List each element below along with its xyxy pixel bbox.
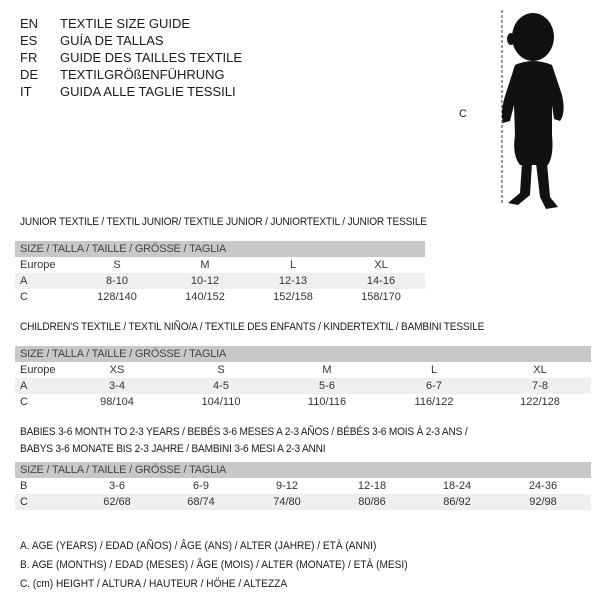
lang-code: ES [20,33,38,48]
table-cell: XL [374,259,388,271]
lang-title: GUÍA DE TALLAS [60,33,164,48]
row-label: Europe [20,259,56,271]
row-label: B [20,480,28,492]
table-cell: 6-7 [426,380,442,392]
row-label: A [20,275,28,287]
legend-item: A. AGE (YEARS) / EDAD (AÑOS) / ÂGE (ANS)… [20,540,377,552]
table-cell: M [322,364,332,376]
table-cell: 92/98 [529,496,557,508]
table-cell: S [113,259,121,271]
row-label: C [20,291,28,303]
table-cell: 12-13 [278,275,308,287]
table-cell: 4-5 [213,380,229,392]
lang-code: DE [20,67,39,82]
table-cell: XL [533,364,547,376]
row-label: A [20,380,28,392]
legend-item: B. AGE (MONTHS) / EDAD (MESES) / ÂGE (MO… [20,559,408,571]
table-row: C 62/68 68/74 74/80 80/86 86/92 92/98 [15,494,591,510]
table-cell: 140/152 [185,291,225,303]
table-header: SIZE / TALLA / TAILLE / GRÖSSE / TAGLIA [15,241,425,257]
table-row: C 128/140 140/152 152/158 158/170 [15,289,425,305]
table-cell: 68/74 [187,496,215,508]
legend: A. AGE (YEARS) / EDAD (AÑOS) / ÂGE (ANS)… [20,537,408,594]
language-titles: EN TEXTILE SIZE GUIDE ES GUÍA DE TALLAS FR… [0,15,300,105]
table-cell: 14-16 [366,275,396,287]
babies-size-table: SIZE / TALLA / TAILLE / GRÖSSE / TAGLIA … [15,462,591,510]
table-cell: 86/92 [443,496,471,508]
table-row: Europe XS S M L XL [15,362,591,378]
table-cell: 158/170 [361,291,401,303]
table-cell: 110/116 [307,396,347,408]
table-cell: 5-6 [319,380,335,392]
row-label: Europe [20,364,56,376]
lang-title: GUIDA ALLE TAGLIE TESSILI [60,84,236,99]
table-cell: L [289,259,297,271]
child-silhouette-image [501,10,564,209]
table-header: SIZE / TALLA / TAILLE / GRÖSSE / TAGLIA [15,462,591,478]
table-row: B 3-6 6-9 9-12 12-18 18-24 24-36 [15,478,591,494]
babies-section-title-line2: BABYS 3-6 MONATE BIS 2-3 JAHRE / BAMBINI… [20,443,326,455]
junior-size-table: SIZE / TALLA / TAILLE / GRÖSSE / TAGLIA … [15,241,425,305]
table-cell: 12-18 [357,480,387,492]
table-cell: XS [109,364,125,376]
table-cell: 24-36 [528,480,558,492]
table-cell: 6-9 [193,480,209,492]
lang-title: TEXTILE SIZE GUIDE [60,16,191,31]
lang-code: EN [20,16,39,31]
table-cell: 9-12 [275,480,299,492]
table-row: Europe S M L XL [15,257,425,273]
table-row: C 98/104 104/110 110/116 116/122 122/128 [15,394,591,410]
table-cell: 62/68 [103,496,131,508]
table-cell: 18-24 [442,480,472,492]
table-header: SIZE / TALLA / TAILLE / GRÖSSE / TAGLIA [15,346,591,362]
lang-title: TEXTILGRÖßENFÜHRUNG [60,67,225,82]
table-cell: 80/86 [358,496,386,508]
lang-title: GUIDE DES TAILLES TEXTILE [60,50,243,65]
table-cell: 3-6 [109,480,125,492]
table-cell: 116/122 [414,396,454,408]
table-cell: S [217,364,225,376]
table-cell: 3-4 [109,380,125,392]
table-cell: L [430,364,438,376]
row-label: C [20,496,28,508]
junior-section-title: JUNIOR TEXTILE / TEXTIL JUNIOR/ TEXTILE … [20,216,427,228]
lang-code: IT [20,84,32,99]
table-cell: 74/80 [273,496,301,508]
table-cell: 104/110 [201,396,241,408]
legend-item: C. (cm) HEIGHT / ALTURA / HAUTEUR / HÖHE… [20,578,288,590]
table-cell: M [200,259,210,271]
children-size-table: SIZE / TALLA / TAILLE / GRÖSSE / TAGLIA … [15,346,591,410]
children-section-title: CHILDREN'S TEXTILE / TEXTIL NIÑO/A / TEX… [20,321,485,333]
table-row: A 3-4 4-5 5-6 6-7 7-8 [15,378,591,394]
table-cell: 128/140 [97,291,137,303]
table-cell: 10-12 [190,275,220,287]
table-cell: 122/128 [520,396,560,408]
table-row: A 8-10 10-12 12-13 14-16 [15,273,425,289]
table-cell: 8-10 [105,275,129,287]
lang-code: FR [20,50,38,65]
babies-section-title-line1: BABIES 3-6 MONTH TO 2-3 YEARS / BEBÉS 3-… [20,426,468,438]
table-cell: 152/158 [273,291,313,303]
table-cell: 98/104 [100,396,134,408]
table-cell: 7-8 [532,380,548,392]
height-measure-label: C [459,108,467,120]
row-label: C [20,396,28,408]
